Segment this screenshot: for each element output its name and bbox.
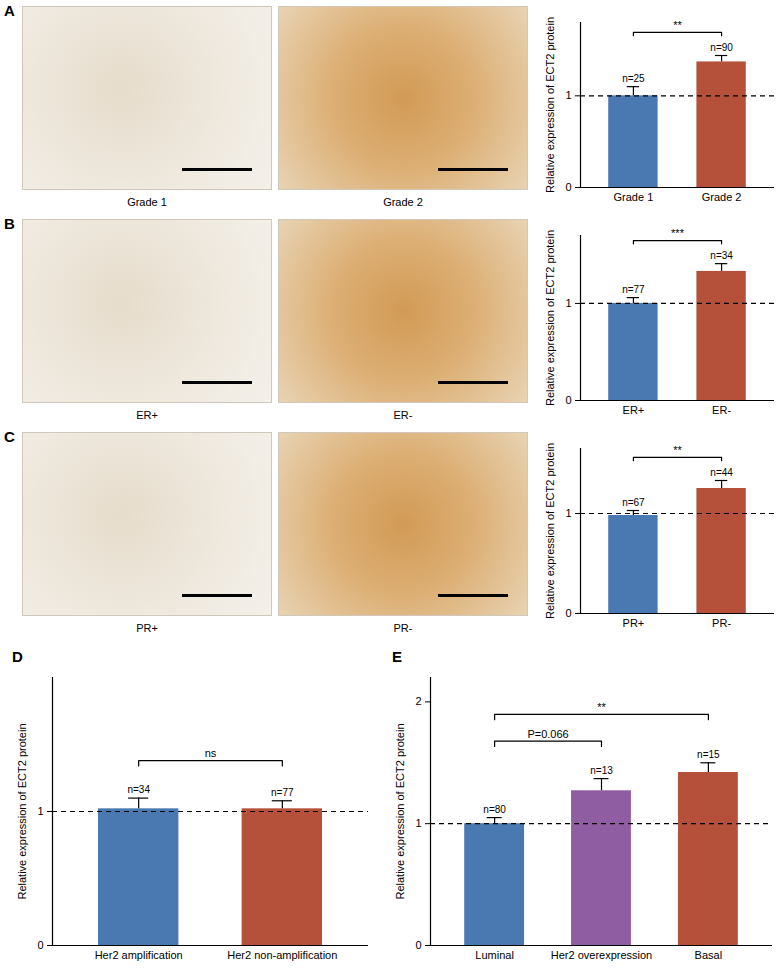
svg-text:n=13: n=13 — [590, 765, 613, 776]
html-text:ER+: ER+ — [136, 409, 158, 421]
html-text:D: D — [12, 648, 23, 665]
svg-text:n=77: n=77 — [622, 284, 645, 295]
svg-text:1: 1 — [565, 297, 571, 309]
svg-text:n=34: n=34 — [710, 250, 733, 261]
svg-text:1: 1 — [37, 805, 43, 817]
svg-text:0: 0 — [37, 939, 43, 951]
html-text:A: A — [4, 2, 15, 19]
svg-text:ns: ns — [205, 747, 217, 759]
svg-text:1: 1 — [565, 89, 571, 101]
html-text:ER-: ER- — [393, 409, 413, 421]
svg-text:Her2 amplification: Her2 amplification — [95, 949, 183, 961]
html-text:PR+: PR+ — [136, 622, 158, 634]
svg-text:**: ** — [673, 444, 682, 456]
html-text:Grade 1: Grade 1 — [127, 196, 167, 208]
svg-text:0: 0 — [565, 181, 571, 193]
html-text:Grade 2: Grade 2 — [383, 196, 423, 208]
svg-text:PR+: PR+ — [623, 617, 645, 629]
svg-text:1: 1 — [415, 817, 421, 829]
svg-text:n=15: n=15 — [697, 749, 720, 760]
svg-text:Basal: Basal — [695, 949, 723, 961]
svg-text:P=0.066: P=0.066 — [527, 728, 568, 740]
svg-text:n=77: n=77 — [271, 787, 294, 798]
svg-text:ER-: ER- — [712, 404, 731, 416]
svg-text:1: 1 — [565, 507, 571, 519]
html-text:C: C — [4, 428, 15, 445]
svg-text:n=90: n=90 — [710, 42, 733, 53]
svg-text:0: 0 — [565, 607, 571, 619]
svg-text:ER+: ER+ — [623, 404, 645, 416]
svg-text:Her2 overexpression: Her2 overexpression — [551, 949, 653, 961]
svg-text:**: ** — [597, 701, 606, 713]
svg-text:n=34: n=34 — [127, 784, 150, 795]
svg-text:n=25: n=25 — [622, 73, 645, 84]
svg-text:***: *** — [671, 227, 685, 239]
svg-text:**: ** — [673, 19, 682, 31]
svg-text:Relative expression of ECT2 pr: Relative expression of ECT2 protein — [394, 723, 406, 899]
svg-text:n=67: n=67 — [622, 497, 645, 508]
svg-text:0: 0 — [415, 939, 421, 951]
html-text:B: B — [4, 215, 15, 232]
svg-text:PR-: PR- — [712, 617, 731, 629]
svg-text:Relative expression of ECT2 pr: Relative expression of ECT2 protein — [544, 17, 556, 193]
svg-text:Grade 1: Grade 1 — [614, 191, 654, 203]
svg-text:Relative expression of ECT2 pr: Relative expression of ECT2 protein — [544, 230, 556, 406]
svg-text:Her2 non-amplification: Her2 non-amplification — [227, 949, 337, 961]
svg-text:Luminal: Luminal — [475, 949, 514, 961]
html-text:PR-: PR- — [393, 622, 413, 634]
svg-text:n=44: n=44 — [710, 467, 733, 478]
svg-text:Relative expression of ECT2 pr: Relative expression of ECT2 protein — [544, 443, 556, 619]
svg-text:0: 0 — [565, 394, 571, 406]
svg-text:2: 2 — [415, 695, 421, 707]
html-text:E: E — [392, 648, 402, 665]
svg-text:Relative expression of ECT2 pr: Relative expression of ECT2 protein — [16, 723, 28, 899]
svg-text:Grade 2: Grade 2 — [702, 191, 742, 203]
svg-text:n=80: n=80 — [483, 804, 506, 815]
